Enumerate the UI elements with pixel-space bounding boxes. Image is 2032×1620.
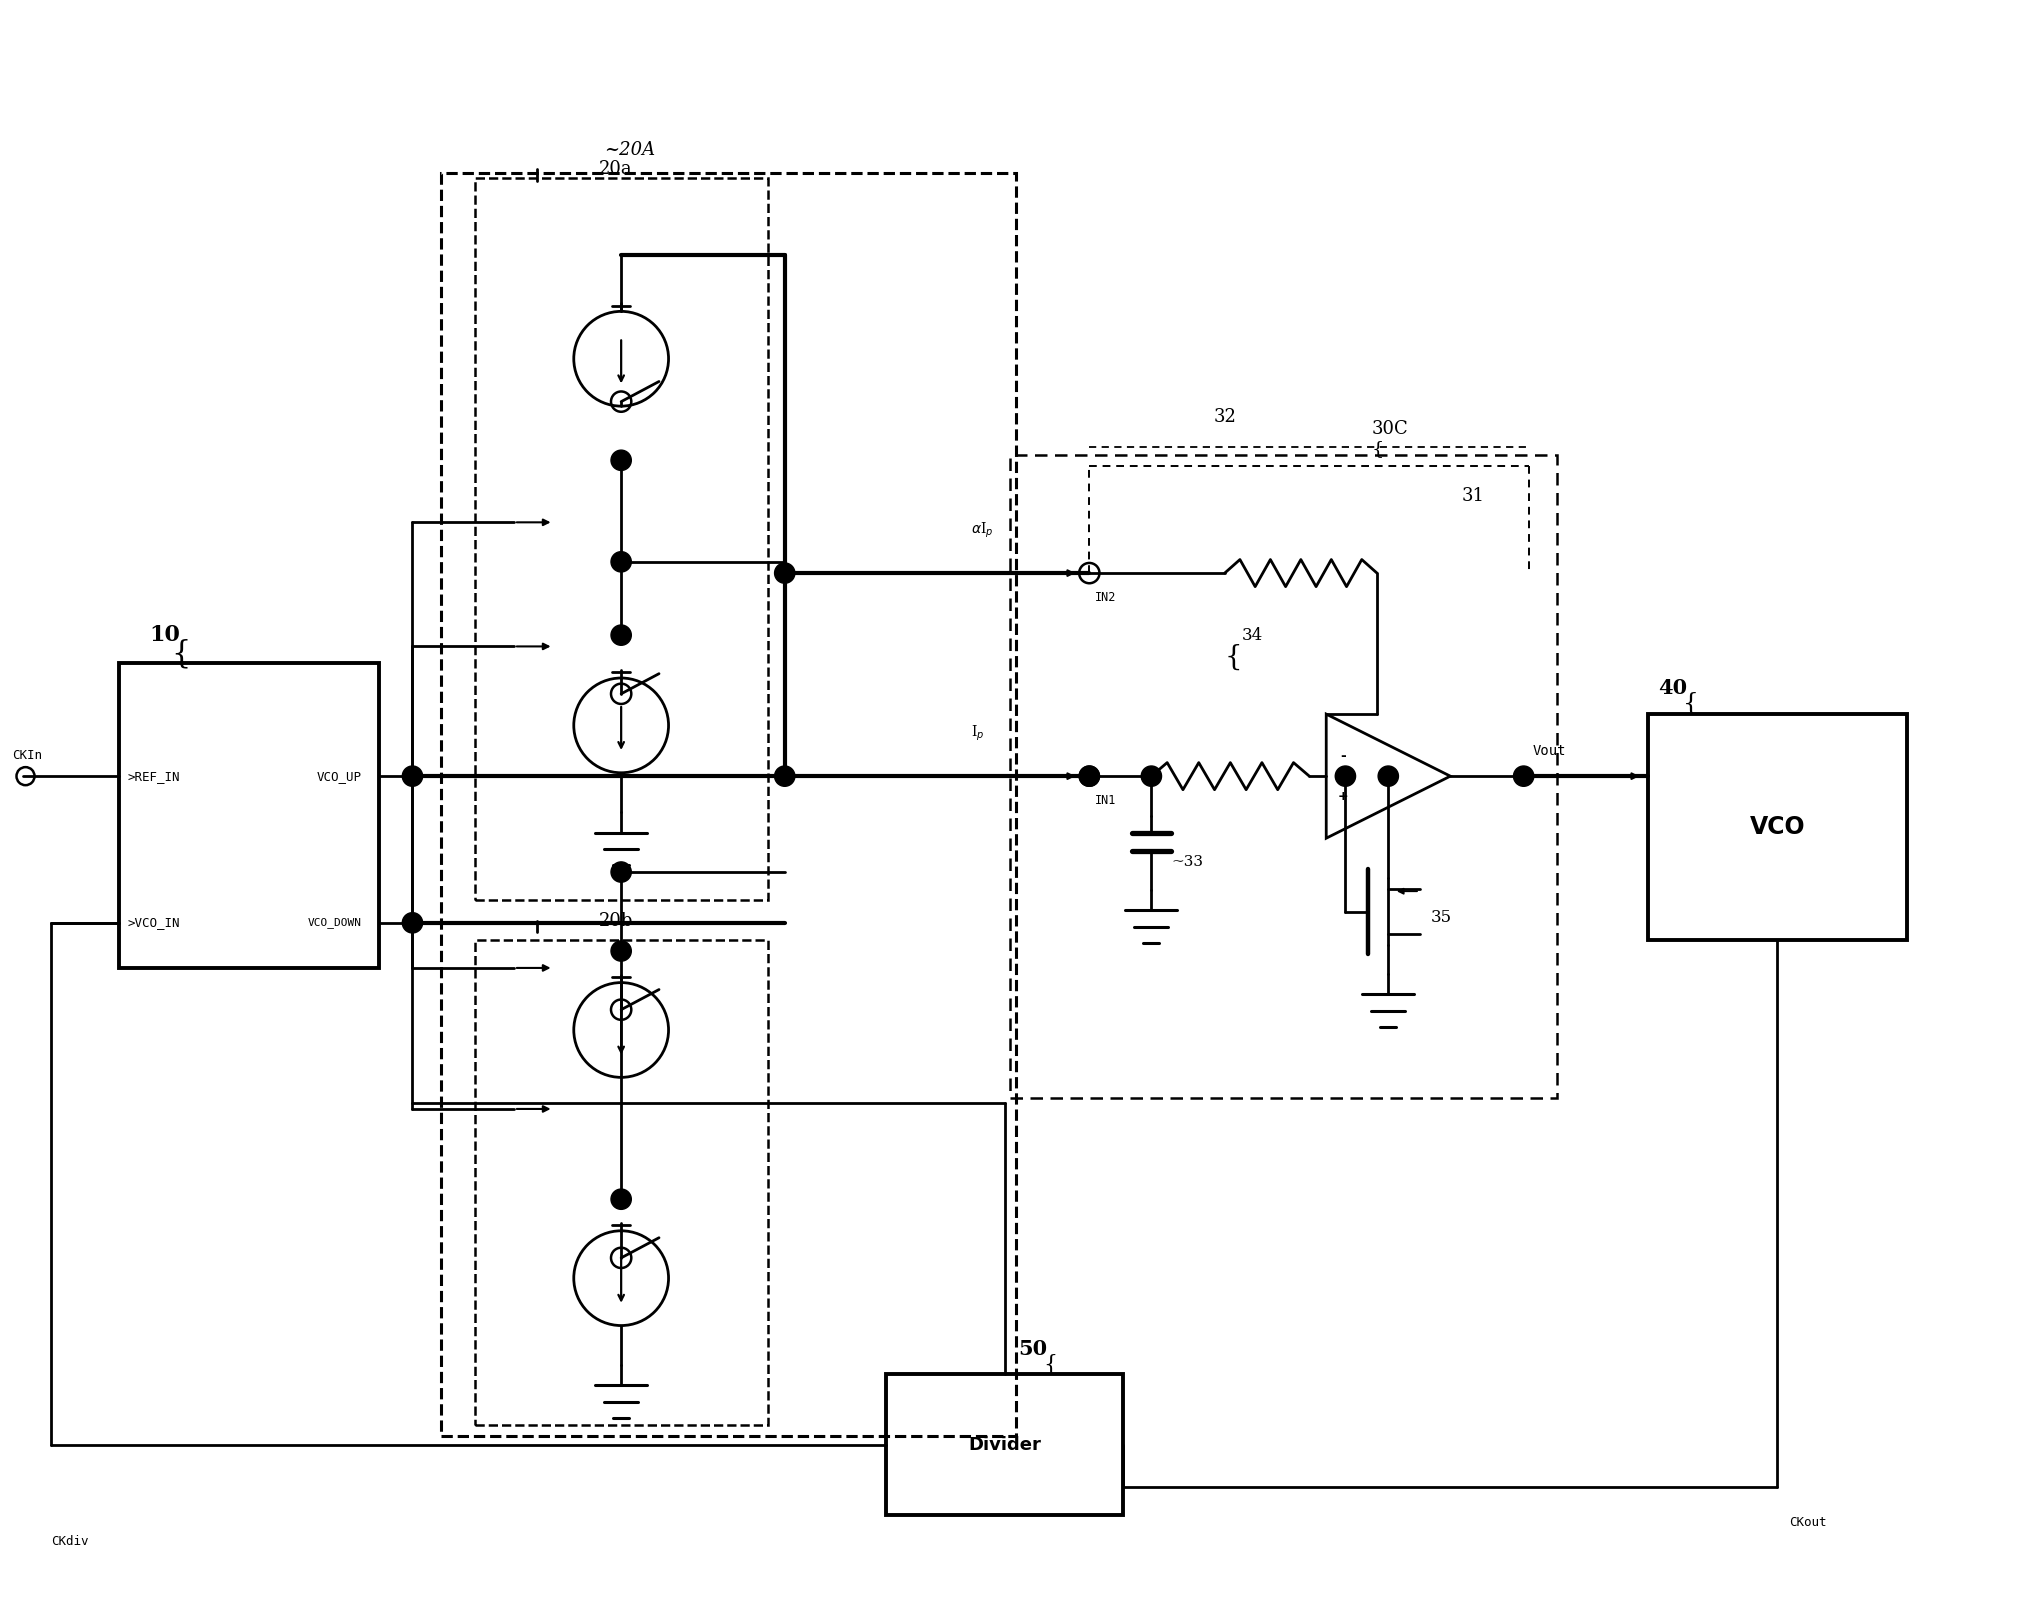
Bar	[441, 173, 1016, 1435]
Circle shape	[1335, 766, 1355, 786]
Text: ~20A: ~20A	[604, 141, 656, 159]
Circle shape	[612, 450, 632, 470]
Circle shape	[1142, 766, 1162, 786]
Text: {: {	[1682, 692, 1699, 714]
Text: CKout: CKout	[1788, 1516, 1827, 1529]
Circle shape	[774, 562, 795, 583]
Circle shape	[612, 941, 632, 961]
Bar	[1010, 455, 1557, 1098]
Text: I$_p$: I$_p$	[971, 724, 983, 744]
Text: ~33: ~33	[1172, 855, 1203, 868]
Text: {: {	[1372, 441, 1384, 458]
Text: Vout: Vout	[1532, 744, 1567, 758]
Bar	[475, 178, 768, 901]
Bar	[120, 663, 378, 967]
Bar	[1648, 714, 1908, 940]
Text: 10: 10	[148, 624, 179, 646]
Circle shape	[612, 625, 632, 645]
Text: 40: 40	[1658, 679, 1687, 698]
Text: 20b: 20b	[599, 912, 634, 930]
Text: 50: 50	[1018, 1340, 1046, 1359]
Bar	[886, 1374, 1124, 1515]
Text: CKIn: CKIn	[12, 750, 43, 763]
Text: 20a: 20a	[599, 160, 632, 178]
Text: {: {	[171, 638, 191, 669]
Circle shape	[774, 766, 795, 786]
Text: {: {	[1225, 645, 1242, 671]
Text: VCO_DOWN: VCO_DOWN	[307, 917, 362, 928]
Text: CKdiv: CKdiv	[51, 1534, 89, 1547]
Circle shape	[612, 552, 632, 572]
Text: +: +	[1337, 791, 1349, 804]
Text: >VCO_IN: >VCO_IN	[128, 917, 179, 930]
Text: 32: 32	[1213, 408, 1235, 426]
Text: VCO_UP: VCO_UP	[317, 770, 362, 782]
Circle shape	[1079, 766, 1099, 786]
Text: IN2: IN2	[1095, 591, 1116, 604]
Circle shape	[612, 1189, 632, 1210]
Circle shape	[1079, 766, 1099, 786]
Text: -: -	[1341, 748, 1345, 763]
Bar	[475, 940, 768, 1426]
Text: VCO: VCO	[1750, 815, 1804, 839]
Text: 34: 34	[1242, 627, 1262, 643]
Circle shape	[402, 766, 423, 786]
Text: {: {	[1042, 1354, 1057, 1375]
Circle shape	[402, 912, 423, 933]
Text: $\alpha$I$_p$: $\alpha$I$_p$	[971, 520, 994, 539]
Text: Divider: Divider	[969, 1435, 1040, 1453]
Circle shape	[1378, 766, 1398, 786]
Text: 31: 31	[1461, 488, 1485, 505]
Circle shape	[612, 862, 632, 883]
Text: >REF_IN: >REF_IN	[128, 770, 179, 782]
Text: 30C: 30C	[1372, 420, 1408, 437]
Circle shape	[1514, 766, 1534, 786]
Text: 35: 35	[1431, 909, 1453, 925]
Text: IN1: IN1	[1095, 794, 1116, 807]
